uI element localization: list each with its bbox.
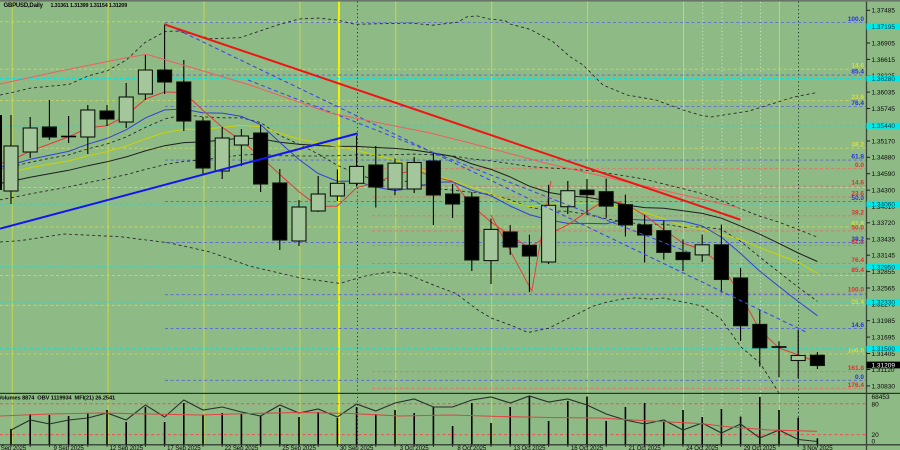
svg-text:1.36905: 1.36905: [872, 40, 896, 47]
svg-text:1.33720: 1.33720: [872, 220, 896, 227]
svg-text:1.31695: 1.31695: [872, 335, 896, 342]
svg-text:14.6: 14.6: [851, 180, 864, 187]
svg-text:50.0: 50.0: [851, 224, 864, 231]
svg-text:61.8: 61.8: [851, 154, 864, 161]
svg-text:23.6: 23.6: [851, 94, 864, 101]
svg-text:22 Sep 2025: 22 Sep 2025: [225, 445, 259, 450]
svg-text:21 Oct 2025: 21 Oct 2025: [629, 445, 662, 450]
svg-text:0.0: 0.0: [855, 374, 864, 381]
svg-text:8 Oct 2025: 8 Oct 2025: [457, 445, 487, 450]
svg-text:17 Sep 2025: 17 Sep 2025: [167, 445, 201, 450]
svg-text:23.6: 23.6: [851, 191, 864, 198]
svg-text:1.32855: 1.32855: [872, 269, 896, 276]
svg-text:85.4: 85.4: [851, 69, 864, 76]
svg-text:1.33435: 1.33435: [872, 236, 896, 243]
svg-text:1.31120: 1.31120: [872, 367, 895, 374]
svg-text:0.0: 0.0: [855, 162, 864, 169]
svg-text:20: 20: [872, 432, 880, 439]
svg-text:1.31209: 1.31209: [872, 362, 896, 369]
svg-text:1.30830: 1.30830: [872, 383, 896, 390]
svg-text:1.32330: 1.32330: [872, 299, 896, 306]
svg-text:80: 80: [872, 401, 880, 408]
svg-text:Volumes 8874 OBV 1119934 MFI: Volumes 8874 OBV 1119934 MFI(21) 26.2541: [0, 396, 115, 402]
svg-text:100.0: 100.0: [848, 16, 865, 23]
svg-text:1.34010: 1.34010: [872, 204, 896, 211]
svg-text:1.34060: 1.34060: [872, 201, 896, 208]
svg-text:161.8: 161.8: [848, 365, 865, 372]
svg-text:1.36035: 1.36035: [872, 90, 896, 97]
svg-text:1.32950: 1.32950: [872, 264, 896, 271]
svg-text:50.0: 50.0: [851, 195, 864, 202]
svg-text:1.35170: 1.35170: [872, 138, 896, 145]
svg-text:0: 0: [872, 439, 876, 446]
svg-text:38.2: 38.2: [851, 236, 864, 243]
svg-text:1.33145: 1.33145: [872, 253, 896, 260]
svg-text:9 Sep 2025: 9 Sep 2025: [54, 445, 85, 450]
svg-text:3 Nov 2025: 3 Nov 2025: [802, 445, 833, 450]
svg-text:1.32275: 1.32275: [872, 302, 896, 309]
svg-text:1.35745: 1.35745: [872, 106, 896, 113]
svg-text:61.8: 61.8: [851, 239, 864, 246]
svg-text:4 Sep 2025: 4 Sep 2025: [0, 445, 27, 450]
svg-text:14.6: 14.6: [851, 322, 864, 329]
svg-text:38.2: 38.2: [851, 209, 864, 216]
svg-text:1.31985: 1.31985: [872, 318, 896, 325]
svg-text:16 Oct 2025: 16 Oct 2025: [571, 445, 604, 450]
svg-text:100.0: 100.0: [848, 287, 865, 294]
svg-text:GBPUSD,Daily: GBPUSD,Daily: [4, 3, 44, 9]
svg-text:30 Sep 2025: 30 Sep 2025: [340, 445, 374, 450]
svg-text:100.0: 100.0: [848, 348, 865, 355]
svg-text:12 Sep 2025: 12 Sep 2025: [109, 445, 143, 450]
svg-text:1.37195: 1.37195: [872, 24, 896, 31]
svg-text:1.32565: 1.32565: [872, 285, 896, 292]
svg-text:76.4: 76.4: [851, 257, 864, 264]
svg-text:1.36615: 1.36615: [872, 57, 896, 64]
svg-text:29 Oct 2025: 29 Oct 2025: [744, 445, 777, 450]
svg-text:1.34880: 1.34880: [872, 155, 896, 162]
svg-text:1.34300: 1.34300: [872, 188, 896, 195]
svg-text:1.35440: 1.35440: [872, 123, 896, 130]
svg-text:14.6: 14.6: [851, 63, 864, 70]
svg-text:1.31405: 1.31405: [872, 351, 896, 358]
svg-text:1.31361 1.31399 1.31154 1.3120: 1.31361 1.31399 1.31154 1.31209: [51, 3, 128, 9]
svg-text:38.2: 38.2: [851, 142, 864, 149]
svg-text:1.31500: 1.31500: [872, 346, 896, 353]
svg-text:76.4: 76.4: [851, 100, 864, 107]
svg-text:13 Oct 2025: 13 Oct 2025: [513, 445, 546, 450]
svg-text:85.4: 85.4: [851, 267, 864, 274]
svg-text:85.4: 85.4: [851, 299, 864, 306]
svg-text:1.34590: 1.34590: [872, 171, 896, 178]
svg-text:24 Oct 2025: 24 Oct 2025: [686, 445, 719, 450]
svg-text:68453: 68453: [872, 394, 890, 401]
svg-text:25 Sep 2025: 25 Sep 2025: [282, 445, 316, 450]
svg-text:1.37485: 1.37485: [872, 8, 896, 15]
svg-text:3 Oct 2025: 3 Oct 2025: [400, 445, 430, 450]
svg-text:61.8: 61.8: [851, 220, 864, 227]
svg-text:176.4: 176.4: [848, 382, 865, 389]
svg-text:1.36280: 1.36280: [872, 76, 896, 83]
